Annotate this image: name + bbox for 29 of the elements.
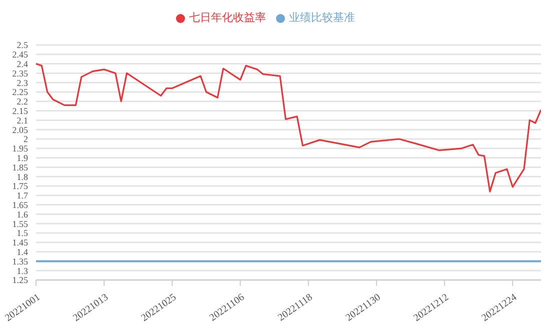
y-tick-label: 1.7	[16, 190, 28, 201]
y-tick-label: 2.35	[12, 68, 28, 78]
y-tick-label: 1.3	[16, 266, 28, 276]
y-tick-label: 1.75	[12, 181, 28, 192]
y-tick-label: 1.95	[12, 144, 28, 154]
legend-label: 业绩比较基准	[289, 12, 355, 24]
y-tick-label: 1.4	[16, 246, 28, 257]
y-tick-label: 1.35	[12, 256, 28, 266]
y-tick-label: 2.5	[16, 40, 28, 50]
y-tick-label: 2.1	[16, 115, 28, 126]
y-tick-label: 2.4	[16, 58, 28, 69]
y-tick-label: 1.8	[16, 172, 28, 182]
y-tick-label: 2.05	[12, 124, 28, 135]
y-tick-label: 1.45	[12, 238, 28, 248]
y-tick-label: 1.25	[12, 275, 28, 286]
y-tick-label: 2.3	[16, 78, 28, 88]
line-series	[36, 63, 541, 192]
y-tick-label: 1.5	[16, 228, 28, 238]
y-tick-label: 2.45	[12, 50, 28, 60]
y-tick-label: 2.2	[16, 96, 28, 107]
y-tick-label: 1.65	[12, 200, 28, 210]
y-tick-label: 2	[24, 134, 28, 144]
legend-label: 七日年化收益率	[189, 12, 266, 24]
y-tick-label: 2.15	[12, 106, 28, 116]
y-tick-label: 1.55	[12, 218, 28, 229]
y-tick-label: 1.85	[12, 162, 28, 172]
y-tick-label: 1.6	[16, 209, 28, 220]
y-tick-label: 1.9	[16, 152, 28, 163]
y-tick-label: 2.25	[12, 87, 28, 98]
